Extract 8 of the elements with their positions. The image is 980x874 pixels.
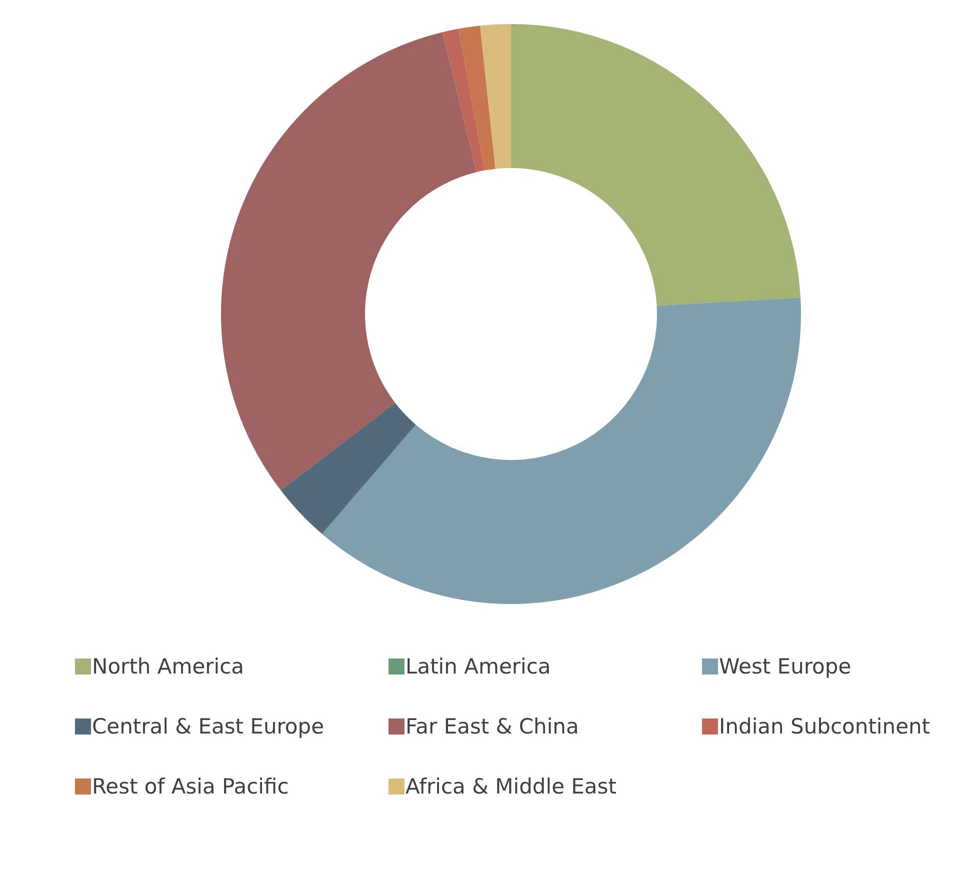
legend-label: West Europe [719, 654, 852, 678]
legend-label: Rest of Asia Pacific [92, 774, 289, 798]
legend-label: North America [92, 654, 244, 678]
legend-label: Central & East Europe [92, 714, 324, 738]
legend-label: Africa & Middle East [406, 774, 616, 798]
legend-label: Indian Subcontinent [719, 714, 930, 738]
legend-label: Far East & China [406, 714, 579, 738]
legend-label: Latin America [406, 654, 551, 678]
